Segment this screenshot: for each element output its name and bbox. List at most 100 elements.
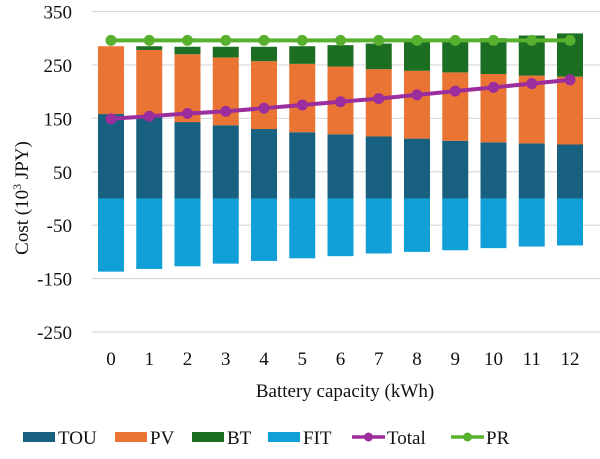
marker-total bbox=[564, 74, 576, 86]
marker-total bbox=[373, 93, 385, 105]
x-tick-label: 6 bbox=[336, 349, 346, 370]
legend-swatch-tou bbox=[23, 432, 55, 442]
bar-fit bbox=[212, 198, 239, 264]
legend-label: PR bbox=[486, 428, 510, 449]
x-tick-label: 0 bbox=[106, 349, 116, 370]
y-tick-label: 50 bbox=[53, 163, 72, 184]
marker-total bbox=[411, 89, 423, 101]
y-tick-label: -250 bbox=[37, 323, 72, 344]
x-tick-label: 11 bbox=[523, 349, 541, 370]
x-tick-label: 12 bbox=[561, 349, 580, 370]
bar-fit bbox=[365, 198, 392, 254]
legend-swatch-pv bbox=[115, 432, 147, 442]
legend-item-pr: PR bbox=[451, 428, 510, 449]
bar-tou bbox=[98, 114, 124, 199]
x-tick-label: 4 bbox=[259, 349, 269, 370]
bar-tou bbox=[480, 142, 507, 199]
bar-pv bbox=[404, 70, 430, 139]
bar-tou bbox=[251, 129, 277, 199]
bar-tou bbox=[289, 132, 316, 199]
marker-total bbox=[526, 78, 538, 90]
bar-fit bbox=[404, 198, 430, 252]
legend-label: Total bbox=[387, 428, 426, 449]
marker-total bbox=[143, 110, 155, 122]
bar-pv bbox=[136, 49, 163, 117]
legend-marker-pr bbox=[463, 432, 472, 442]
y-axis-title-suffix: JPY) bbox=[12, 141, 33, 184]
bar-fit bbox=[442, 198, 469, 251]
marker-pr bbox=[105, 34, 117, 46]
bar-tou bbox=[442, 140, 469, 199]
marker-pr bbox=[411, 34, 423, 46]
marker-pr bbox=[258, 34, 270, 46]
bar-fit bbox=[480, 198, 507, 249]
bar-pv bbox=[557, 76, 583, 145]
bar-fit bbox=[251, 198, 277, 261]
bar-tou bbox=[518, 143, 545, 199]
y-axis-title-prefix: Cost (10 bbox=[12, 190, 33, 255]
bar-fit bbox=[327, 198, 354, 257]
y-tick-label: 350 bbox=[44, 3, 73, 24]
bar-bt bbox=[212, 46, 239, 58]
bar-pv bbox=[289, 63, 316, 133]
bar-tou bbox=[212, 125, 239, 199]
legend-label: FIT bbox=[303, 428, 332, 449]
bars bbox=[98, 33, 583, 272]
legend-label: PV bbox=[150, 428, 175, 449]
x-tick-label: 7 bbox=[374, 349, 384, 370]
legend-item-tou: TOU bbox=[23, 428, 97, 449]
marker-pr bbox=[182, 34, 193, 46]
y-tick-label: -150 bbox=[37, 270, 72, 291]
legend-item-total: Total bbox=[352, 428, 426, 449]
bar-pv bbox=[442, 72, 469, 141]
bar-pv bbox=[98, 46, 124, 115]
bar-fit bbox=[518, 198, 545, 247]
marker-pr bbox=[564, 34, 576, 46]
bar-bt bbox=[251, 46, 277, 62]
bar-tou bbox=[365, 136, 392, 199]
bar-tou bbox=[557, 144, 583, 199]
bar-bt bbox=[289, 46, 316, 64]
marker-pr bbox=[335, 34, 346, 46]
marker-pr bbox=[373, 34, 385, 46]
marker-pr bbox=[488, 34, 499, 46]
legend-swatch-fit bbox=[268, 432, 300, 442]
legend-item-bt: BT bbox=[192, 428, 252, 449]
marker-total bbox=[335, 96, 346, 108]
y-axis-ticks: 350 250 150 50 -50 -150 -250 bbox=[37, 3, 72, 345]
marker-total bbox=[449, 85, 461, 97]
x-axis-title: Battery capacity (kWh) bbox=[256, 381, 434, 402]
bar-bt bbox=[404, 41, 430, 71]
y-tick-label: 150 bbox=[44, 109, 73, 130]
marker-total bbox=[182, 108, 193, 120]
bar-fit bbox=[98, 198, 124, 272]
legend-item-fit: FIT bbox=[268, 428, 332, 449]
legend-marker-total bbox=[364, 432, 373, 442]
marker-pr bbox=[526, 34, 538, 46]
bar-bt bbox=[327, 45, 354, 67]
y-axis-title: Cost (103 JPY) bbox=[10, 141, 33, 255]
marker-pr bbox=[220, 34, 232, 46]
line-series bbox=[105, 34, 576, 125]
x-tick-label: 3 bbox=[221, 349, 231, 370]
marker-total bbox=[220, 105, 232, 117]
bar-fit bbox=[289, 198, 316, 259]
bar-bt bbox=[365, 43, 392, 70]
x-tick-label: 9 bbox=[451, 349, 461, 370]
y-tick-label: -50 bbox=[47, 216, 72, 237]
marker-pr bbox=[296, 34, 308, 46]
bar-fit bbox=[174, 198, 201, 267]
bar-pv bbox=[251, 61, 277, 130]
x-tick-label: 2 bbox=[183, 349, 193, 370]
bar-tou bbox=[136, 116, 163, 199]
marker-total bbox=[296, 99, 308, 111]
marker-total bbox=[105, 113, 117, 125]
marker-total bbox=[488, 81, 499, 93]
legend-swatch-bt bbox=[192, 432, 224, 442]
marker-pr bbox=[143, 34, 155, 46]
marker-total bbox=[258, 102, 270, 114]
bar-fit bbox=[136, 198, 163, 269]
y-tick-label: 250 bbox=[44, 56, 73, 77]
bar-tou bbox=[174, 122, 201, 199]
